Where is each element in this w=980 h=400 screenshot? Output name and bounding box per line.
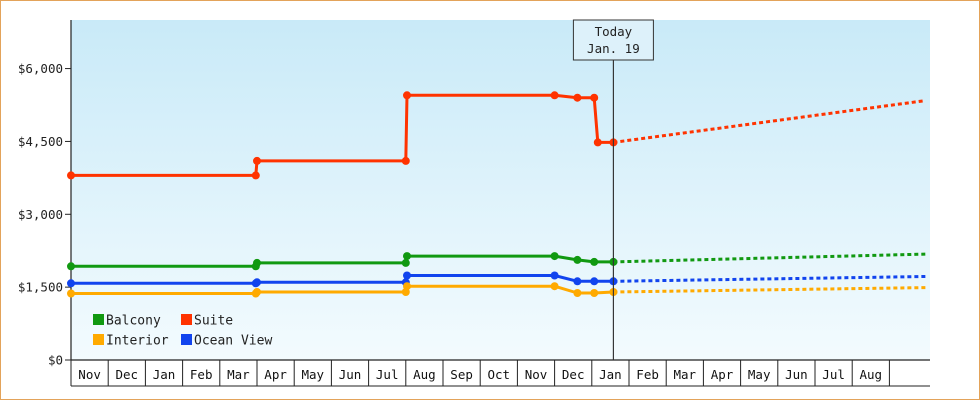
x-tick-label: Feb — [190, 367, 213, 382]
y-axis: $0 $1,500 $3,000 $4,500 $6,000 — [18, 20, 72, 368]
series-forecast-line — [613, 275, 926, 283]
x-tick-label: Nov — [525, 367, 548, 382]
x-tick-label: May — [748, 367, 771, 382]
x-tick-label: Jul — [822, 367, 845, 382]
series-suite — [67, 91, 926, 180]
data-point — [590, 277, 599, 286]
data-point — [573, 277, 582, 286]
legend: Balcony Suite Interior Ocean View — [93, 314, 272, 349]
series-ocean-view — [67, 271, 926, 288]
series-forecast-line — [613, 99, 926, 144]
x-tick-label: Sep — [450, 367, 473, 382]
data-point — [593, 138, 602, 147]
x-tick-label: Apr — [264, 367, 287, 382]
data-point — [253, 258, 261, 267]
x-tick-label: Dec — [116, 367, 139, 382]
data-point — [590, 93, 599, 102]
data-point — [253, 156, 261, 165]
y-tick-label: $4,500 — [18, 134, 63, 149]
y-tick-label: $0 — [48, 353, 63, 368]
x-axis: Nov Dec Jan Feb Mar Apr May Jun Jul Aug Sep Oct Nov D… — [70, 359, 930, 387]
data-point — [403, 271, 411, 280]
data-point — [67, 289, 75, 298]
data-point — [251, 171, 260, 180]
data-point — [253, 288, 261, 296]
data-point — [550, 91, 559, 100]
plot-area — [71, 20, 930, 360]
legend-swatch — [93, 334, 104, 345]
today-box — [572, 19, 654, 61]
data-point — [67, 171, 75, 180]
x-tick-label: Feb — [636, 367, 659, 382]
x-tick-label: Jan — [153, 367, 176, 382]
series-history-line — [71, 93, 614, 177]
legend-swatch — [181, 334, 192, 345]
data-point — [590, 289, 599, 297]
x-tick-label: Mar — [227, 367, 250, 382]
data-point — [403, 252, 411, 261]
legend-swatch — [181, 314, 192, 325]
x-tick-label: Jun — [339, 367, 362, 382]
series-interior — [67, 282, 926, 298]
data-point — [573, 289, 582, 297]
x-tick-label: Apr — [711, 367, 734, 382]
data-point — [403, 91, 411, 100]
x-tick-label: Jan — [599, 367, 622, 382]
today-label: Today — [595, 24, 633, 39]
y-tick-label: $1,500 — [18, 280, 63, 295]
data-point — [573, 255, 582, 264]
data-point — [550, 271, 559, 280]
data-point — [67, 279, 75, 288]
x-tick-label: Nov — [78, 367, 101, 382]
today-date-label: Jan. 19 — [587, 41, 640, 56]
legend-swatch — [93, 314, 104, 325]
legend-label: Balcony — [106, 314, 161, 329]
y-tick-label: $6,000 — [18, 61, 63, 76]
series-lines — [67, 91, 926, 298]
series-forecast-line — [613, 286, 926, 294]
x-tick-label: Jun — [785, 367, 808, 382]
data-point — [67, 262, 75, 271]
data-point — [590, 257, 599, 266]
x-tick-label: Oct — [488, 367, 511, 382]
x-tick-label: Mar — [674, 367, 697, 382]
data-point — [401, 156, 410, 165]
x-tick-label: Dec — [562, 367, 585, 382]
legend-label: Ocean View — [194, 334, 272, 349]
data-point — [401, 258, 410, 267]
data-point — [550, 282, 559, 291]
data-point — [550, 252, 559, 261]
today-marker: Today Jan. 19 — [572, 19, 654, 360]
series-balcony — [67, 252, 926, 271]
series-forecast-line — [613, 252, 926, 264]
legend-label: Interior — [106, 334, 169, 349]
x-tick-label: Aug — [413, 367, 436, 382]
data-point — [253, 278, 261, 287]
x-tick-label: Aug — [860, 367, 883, 382]
data-point — [573, 93, 582, 102]
x-tick-label: May — [302, 367, 325, 382]
y-tick-label: $3,000 — [18, 207, 63, 222]
legend-label: Suite — [194, 314, 233, 329]
x-tick-label: Jul — [376, 367, 399, 382]
data-point — [403, 282, 411, 291]
